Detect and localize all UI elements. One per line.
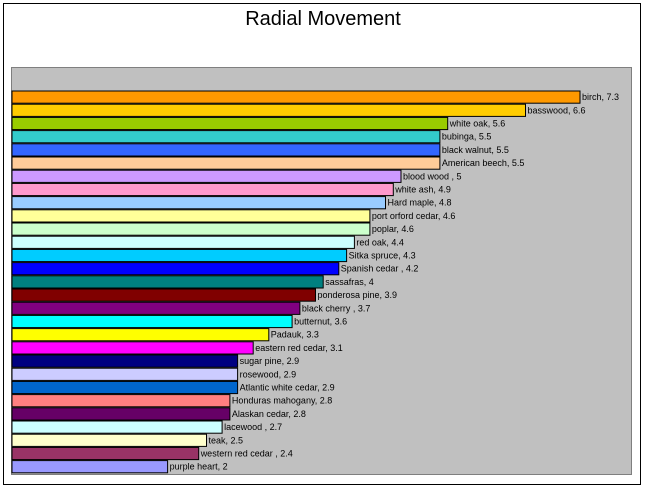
bar (11, 288, 316, 302)
bar (11, 275, 324, 289)
bar (11, 341, 254, 355)
bar-label: sugar pine, 2.9 (240, 356, 300, 366)
bar-label: teak, 2.5 (209, 435, 244, 445)
chart-title: Radial Movement (245, 8, 401, 30)
bar-label: port orford cedar, 4.6 (372, 211, 456, 221)
bar (11, 143, 441, 157)
bar (11, 103, 526, 117)
bar-label: blood wood , 5 (403, 171, 462, 181)
bar (11, 420, 223, 434)
bar-label: Hard maple, 4.8 (388, 198, 452, 208)
bar (11, 169, 402, 183)
bar-label: Alaskan cedar, 2.8 (232, 409, 306, 419)
bar (11, 130, 441, 144)
bar-label: lacewood , 2.7 (224, 422, 282, 432)
bar (11, 248, 348, 263)
bar-label: Spanish cedar , 4.2 (341, 264, 419, 274)
bar (11, 460, 169, 474)
bar-label: Honduras mahogany, 2.8 (232, 396, 332, 406)
bar (11, 446, 200, 461)
bar-label: Atlantic white cedar, 2.9 (240, 383, 335, 393)
bar (11, 90, 581, 104)
bar (11, 182, 394, 197)
bar-label: bubinga, 5.5 (442, 132, 492, 142)
bar (11, 433, 207, 447)
bar-label: white oak, 5.6 (449, 119, 506, 129)
bar (11, 116, 449, 131)
bar (11, 367, 239, 381)
bar (11, 156, 441, 170)
bar-label: butternut, 3.6 (294, 317, 347, 327)
bar-label: poplar, 4.6 (372, 224, 414, 234)
bar (11, 314, 293, 329)
bar (11, 301, 301, 315)
bar-label: black cherry , 3.7 (302, 303, 371, 313)
bar-label: rosewood, 2.9 (240, 369, 297, 379)
bar (11, 235, 355, 249)
bar (11, 262, 340, 276)
bar-label: white ash, 4.9 (394, 185, 451, 195)
bar (11, 196, 386, 210)
bar (11, 380, 239, 395)
bar (11, 222, 371, 236)
bar (11, 328, 270, 342)
bar-label: red oak, 4.4 (356, 237, 404, 247)
bar-label: western red cedar , 2.4 (200, 449, 293, 459)
bar (11, 354, 239, 368)
bar (11, 407, 231, 421)
bar-label: Sitka spruce, 4.3 (349, 251, 416, 261)
bar-label: birch, 7.3 (582, 92, 619, 102)
bar-label: sassafras, 4 (325, 277, 374, 287)
bar-label: purple heart, 2 (170, 462, 228, 472)
bar-label: Padauk, 3.3 (271, 330, 319, 340)
bar (11, 209, 371, 223)
bar-label: American beech, 5.5 (442, 158, 525, 168)
bar-label: black walnut, 5.5 (442, 145, 509, 155)
bar-label: ponderosa pine, 3.9 (318, 290, 398, 300)
bar-label: basswood, 6.6 (528, 105, 586, 115)
bar-label: eastern red cedar, 3.1 (255, 343, 343, 353)
bar (11, 394, 231, 408)
